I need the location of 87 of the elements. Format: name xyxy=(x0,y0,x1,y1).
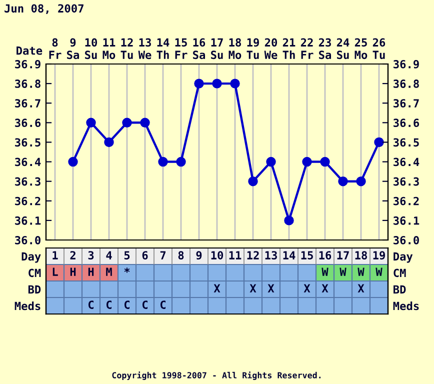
point xyxy=(86,118,96,128)
y2-tick-label: 36.3 xyxy=(394,177,419,186)
point xyxy=(320,156,330,167)
x-axis-title: Day xyxy=(22,252,41,263)
x-tick-label: 22 Fr xyxy=(300,38,314,59)
y-tick-label: 36.8 xyxy=(15,80,40,88)
x-tick-label: 13 We xyxy=(138,38,152,60)
x-tick-label: 16 Sa xyxy=(193,38,206,60)
x-tick-label: 19 Tu xyxy=(246,38,259,60)
y-tick-label: 36.4 xyxy=(15,158,41,166)
y2-tick-label: 36.6 xyxy=(394,118,420,128)
x-tick-label: 17 Su xyxy=(211,38,223,60)
x-tick-label: 12 xyxy=(247,251,259,260)
y-tick-label: 36.0 xyxy=(15,236,40,244)
point xyxy=(338,176,348,186)
y-tick-label: 36.7 xyxy=(15,99,40,108)
x-tick-label: 19 xyxy=(373,251,385,260)
x-tick-label: 21 Th xyxy=(282,38,296,59)
text: Copyright 1998-2007 - All Rights Reserved. xyxy=(112,371,321,380)
x-tick-label: 9 xyxy=(196,251,202,260)
y-tick-label: 36.3 xyxy=(15,177,40,186)
x-tick-label: 12 Tu xyxy=(120,38,133,60)
x-tick-label: 11 Mo xyxy=(102,38,116,60)
x-tick-label: 16 xyxy=(319,251,332,260)
point xyxy=(176,156,186,167)
y-tick-label: CM xyxy=(28,268,41,278)
x-tick-label: 20 We xyxy=(264,38,278,60)
x-tick-label: 11 xyxy=(229,251,242,260)
x-tick-label: 6 xyxy=(142,251,148,260)
point xyxy=(140,118,150,128)
y2-tick-label: 36.9 xyxy=(394,60,419,68)
x-tick-label: 17 xyxy=(337,251,349,260)
x-tick-label: 15 Fr xyxy=(175,38,188,59)
y2-tick-label: CM xyxy=(394,268,406,278)
x-tick-label: 23 Sa xyxy=(318,38,332,60)
x-axis-title: Date xyxy=(16,46,42,55)
y2-tick-label: 36.4 xyxy=(394,158,420,166)
y-tick-label: BD xyxy=(28,285,41,294)
x-tick-label: 24 Su xyxy=(336,38,350,60)
x-tick-label: 14 xyxy=(283,251,296,260)
y2-tick-label: 36.0 xyxy=(394,236,419,244)
text: Day xyxy=(394,252,413,263)
y-tick-label: 36.9 xyxy=(15,60,40,68)
point xyxy=(248,176,258,186)
x-tick-label: 3 xyxy=(88,251,94,260)
x-tick-label: 26 Tu xyxy=(372,38,386,60)
x-tick-label: 18 Mo xyxy=(228,38,242,60)
y-tick-label: 36.5 xyxy=(15,138,40,147)
point xyxy=(212,78,222,88)
y2-tick-label: Meds xyxy=(393,302,419,310)
x-tick-label: 15 xyxy=(301,251,313,260)
y-tick-label: 36.6 xyxy=(15,118,41,128)
point xyxy=(158,156,168,167)
y2-tick-label: 36.7 xyxy=(394,99,419,108)
point xyxy=(302,156,312,167)
point xyxy=(104,137,114,148)
x-tick-label: 8 xyxy=(178,251,184,260)
point xyxy=(356,176,366,186)
y2-tick-label: BD xyxy=(394,285,406,294)
y2-tick-label: 36.5 xyxy=(394,138,419,147)
y2-tick-label: 36.1 xyxy=(394,216,420,225)
point xyxy=(68,156,78,167)
x-tick-label: 4 xyxy=(106,251,112,260)
x-tick-label: 25 Mo xyxy=(354,38,368,60)
x-tick-label: 14 Th xyxy=(156,38,170,59)
x-tick-label: 2 xyxy=(70,251,76,260)
point xyxy=(266,156,276,167)
point xyxy=(122,118,132,128)
y-tick-label: 36.2 xyxy=(15,196,40,206)
x-tick-label: 10 xyxy=(211,251,224,260)
y-tick-label: 36.1 xyxy=(15,216,41,225)
y2-tick-label: 36.8 xyxy=(394,80,419,88)
y-tick-label: Meds xyxy=(14,302,40,310)
x-tick-label: 8 Fr xyxy=(49,38,62,59)
x-tick-label: 9 Sa xyxy=(67,38,80,60)
x-tick-label: 10 Su xyxy=(85,38,98,60)
x-tick-label: 7 xyxy=(160,251,166,260)
point xyxy=(194,78,204,88)
x-tick-label: 13 xyxy=(265,251,277,260)
point xyxy=(230,78,240,88)
y2-tick-label: 36.2 xyxy=(394,196,419,206)
chart-title: Jun 08, 2007 xyxy=(4,4,84,14)
point xyxy=(284,216,294,226)
x-tick-label: 1 xyxy=(52,251,58,260)
x-tick-label: 5 xyxy=(124,251,130,260)
point xyxy=(374,137,384,148)
x-tick-label: 18 xyxy=(355,251,367,260)
